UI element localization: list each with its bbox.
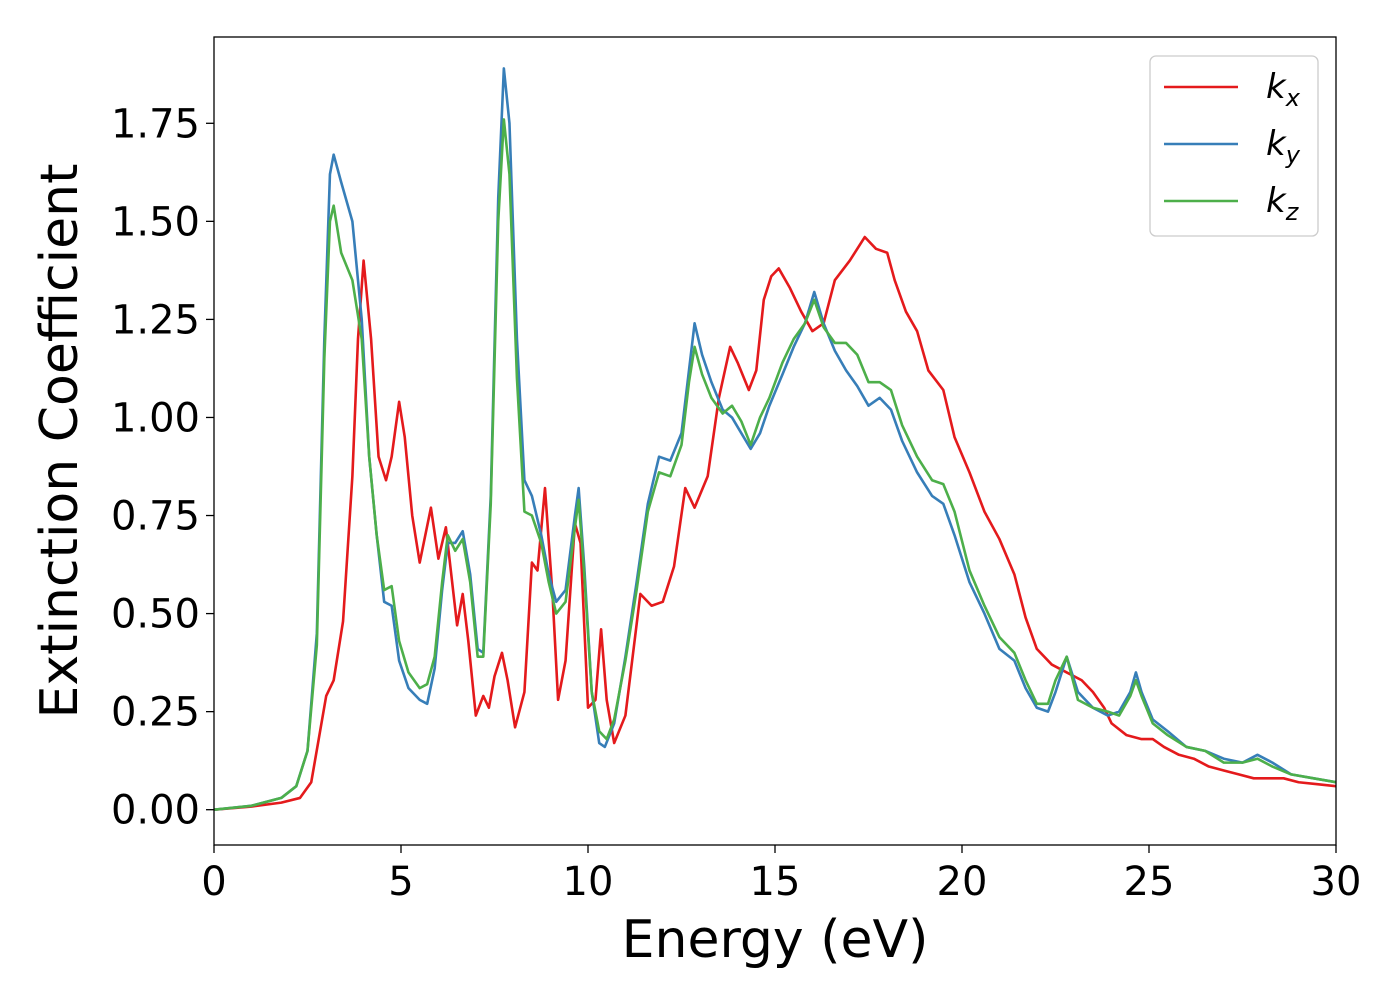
x-tick-label: 15: [750, 859, 801, 905]
y-tick-label: 1.50: [111, 199, 200, 245]
series-line-ky: [214, 67, 1336, 811]
x-tick-label: 10: [563, 859, 614, 905]
legend-box: [1149, 55, 1319, 237]
y-tick-label: 0.50: [111, 592, 200, 638]
legend: kx ky kz: [1149, 55, 1319, 237]
y-tick-label: 1.75: [111, 101, 200, 147]
x-axis: 0 5 10 15 20 25 30: [201, 845, 1361, 905]
y-tick-label: 1.25: [111, 297, 200, 343]
x-axis-label: Energy (eV): [622, 910, 929, 970]
y-tick-label: 0.75: [111, 494, 200, 540]
series-line-kz: [214, 118, 1336, 811]
x-tick-label: 0: [201, 859, 226, 905]
legend-label-kx: kx: [1266, 67, 1301, 112]
series-layer: [214, 67, 1336, 811]
x-tick-label: 30: [1311, 859, 1362, 905]
y-tick-label: 1.00: [111, 395, 200, 441]
legend-label-ky: ky: [1266, 124, 1301, 169]
x-tick-label: 5: [388, 859, 413, 905]
y-axis: 0.00 0.25 0.50 0.75 1.00 1.25 1.50 1.75: [111, 101, 214, 834]
x-tick-label: 20: [937, 859, 988, 905]
y-axis-label: Extinction Coefficient: [30, 164, 90, 719]
series-line-kx: [214, 235, 1336, 811]
y-tick-label: 0.25: [111, 690, 200, 736]
y-tick-label: 0.00: [111, 788, 200, 834]
legend-label-kz: kz: [1266, 181, 1300, 226]
x-tick-label: 25: [1124, 859, 1175, 905]
